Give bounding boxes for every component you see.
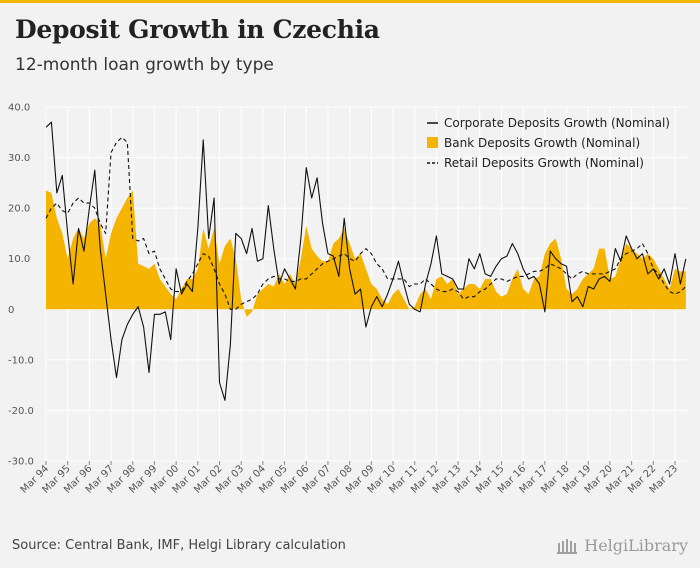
corporate-deposits-line (45, 121, 687, 401)
chart-title: Deposit Growth in Czechia (15, 15, 380, 44)
logo-text: HelgiLibrary (584, 536, 688, 555)
legend-label: Bank Deposits Growth (Nominal) (444, 136, 640, 150)
y-tick-label: 10.0 (8, 254, 30, 265)
helgi-library-logo: HelgiLibrary (556, 536, 688, 555)
legend-bank: Bank Deposits Growth (Nominal) (427, 136, 640, 150)
y-tick-label: -20.0 (8, 406, 34, 417)
source-note: Source: Central Bank, IMF, Helgi Library… (12, 538, 346, 553)
y-tick-label: 30.0 (8, 153, 30, 164)
retail-deposits-line (45, 136, 687, 310)
y-tick-label: -10.0 (8, 355, 34, 366)
legend-label: Corporate Deposits Growth (Nominal) (444, 116, 670, 130)
legend: Corporate Deposits Growth (Nominal) Bank … (427, 116, 670, 170)
legend-label: Retail Deposits Growth (Nominal) (444, 156, 644, 170)
series-lines-layer (45, 121, 687, 401)
legend-corporate: Corporate Deposits Growth (Nominal) (427, 116, 670, 130)
library-building-icon (557, 538, 578, 554)
y-tick-label: 20.0 (8, 204, 30, 215)
bank-deposits-area-layer (46, 190, 686, 317)
y-tick-label: 40.0 (8, 103, 30, 114)
chart-subtitle: 12-month loan growth by type (15, 55, 274, 75)
y-tick-label: -30.0 (8, 457, 34, 468)
legend-retail: Retail Deposits Growth (Nominal) (427, 156, 644, 170)
bank-deposits-area (46, 190, 686, 317)
legend-area-swatch (427, 137, 438, 148)
y-tick-label: 0 (8, 305, 14, 316)
